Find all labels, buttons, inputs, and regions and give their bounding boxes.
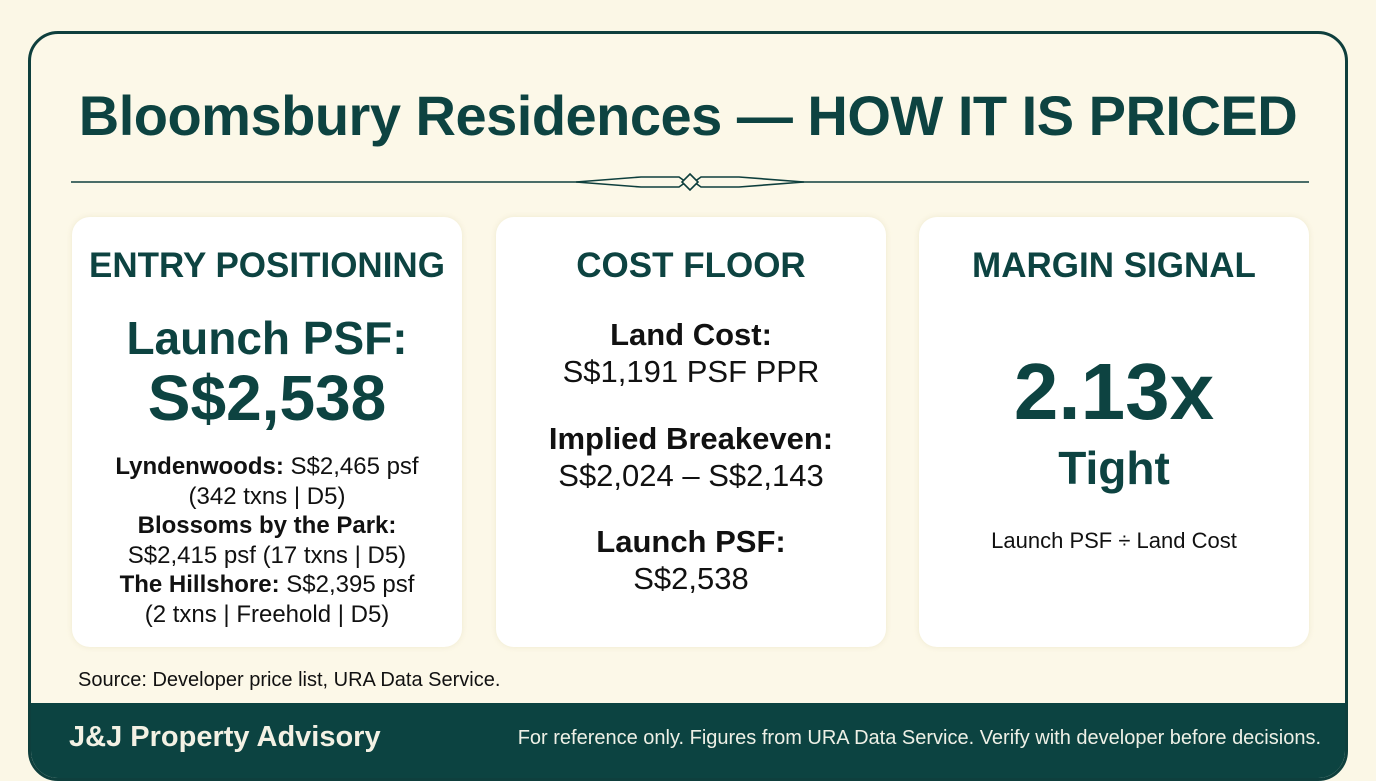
launch-psf-label: Launch PSF: bbox=[596, 524, 786, 559]
launch-psf-block: Launch PSF: S$2,538 bbox=[496, 523, 886, 597]
card-heading: MARGIN SIGNAL bbox=[972, 246, 1256, 285]
ornamental-divider bbox=[71, 172, 1309, 192]
comparable-item: Blossoms by the Park: bbox=[72, 511, 462, 541]
breakeven-value: S$2,024 – S$2,143 bbox=[558, 458, 824, 493]
margin-signal-label: Tight bbox=[1058, 442, 1170, 494]
comparable-detail: (342 txns | D5) bbox=[188, 482, 346, 510]
comparable-detail: (2 txns | Freehold | D5) bbox=[144, 600, 390, 628]
comparable-detail: S$2,415 psf (17 txns | D5) bbox=[127, 541, 407, 569]
entry-positioning-card: ENTRY POSITIONING Launch PSF: S$2,538 Ly… bbox=[72, 217, 462, 647]
card-heading: ENTRY POSITIONING bbox=[89, 246, 445, 285]
land-cost-value: S$1,191 PSF PPR bbox=[562, 354, 820, 389]
comparable-name: Blossoms by the Park: bbox=[137, 512, 397, 539]
launch-psf-label: Launch PSF: bbox=[126, 312, 408, 364]
disclaimer-text: For reference only. Figures from URA Dat… bbox=[517, 727, 1321, 749]
margin-signal-card: MARGIN SIGNAL 2.13x Tight Launch PSF ÷ L… bbox=[919, 217, 1309, 647]
comparable-item: Lyndenwoods: S$2,465 psf bbox=[72, 452, 462, 482]
comparable-price: S$2,395 psf bbox=[286, 571, 415, 598]
brand-name: J&J Property Advisory bbox=[69, 721, 381, 753]
comparable-item: The Hillshore: S$2,395 psf bbox=[72, 570, 462, 600]
breakeven-block: Implied Breakeven: S$2,024 – S$2,143 bbox=[496, 420, 886, 494]
page-title: Bloomsbury Residences — HOW IT IS PRICED bbox=[78, 84, 1298, 147]
source-note: Source: Developer price list, URA Data S… bbox=[78, 669, 501, 691]
footer-bar: J&J Property Advisory For reference only… bbox=[31, 703, 1345, 778]
land-cost-block: Land Cost: S$1,191 PSF PPR bbox=[496, 316, 886, 390]
cost-floor-card: COST FLOOR Land Cost: S$1,191 PSF PPR Im… bbox=[496, 217, 886, 647]
margin-formula: Launch PSF ÷ Land Cost bbox=[991, 528, 1237, 553]
card-heading: COST FLOOR bbox=[576, 246, 806, 285]
breakeven-label: Implied Breakeven: bbox=[548, 421, 834, 456]
launch-psf-value: S$2,538 bbox=[633, 561, 749, 596]
land-cost-label: Land Cost: bbox=[610, 317, 772, 352]
margin-ratio: 2.13x bbox=[1013, 347, 1215, 436]
comparable-name: Lyndenwoods: bbox=[115, 453, 284, 480]
infographic-frame: Bloomsbury Residences — HOW IT IS PRICED… bbox=[28, 31, 1348, 781]
comparable-name: The Hillshore: bbox=[119, 571, 280, 598]
comparable-price: S$2,465 psf bbox=[290, 453, 419, 480]
comparables-list: Lyndenwoods: S$2,465 psf (342 txns | D5)… bbox=[72, 452, 462, 629]
launch-psf-value: S$2,538 bbox=[147, 362, 387, 434]
